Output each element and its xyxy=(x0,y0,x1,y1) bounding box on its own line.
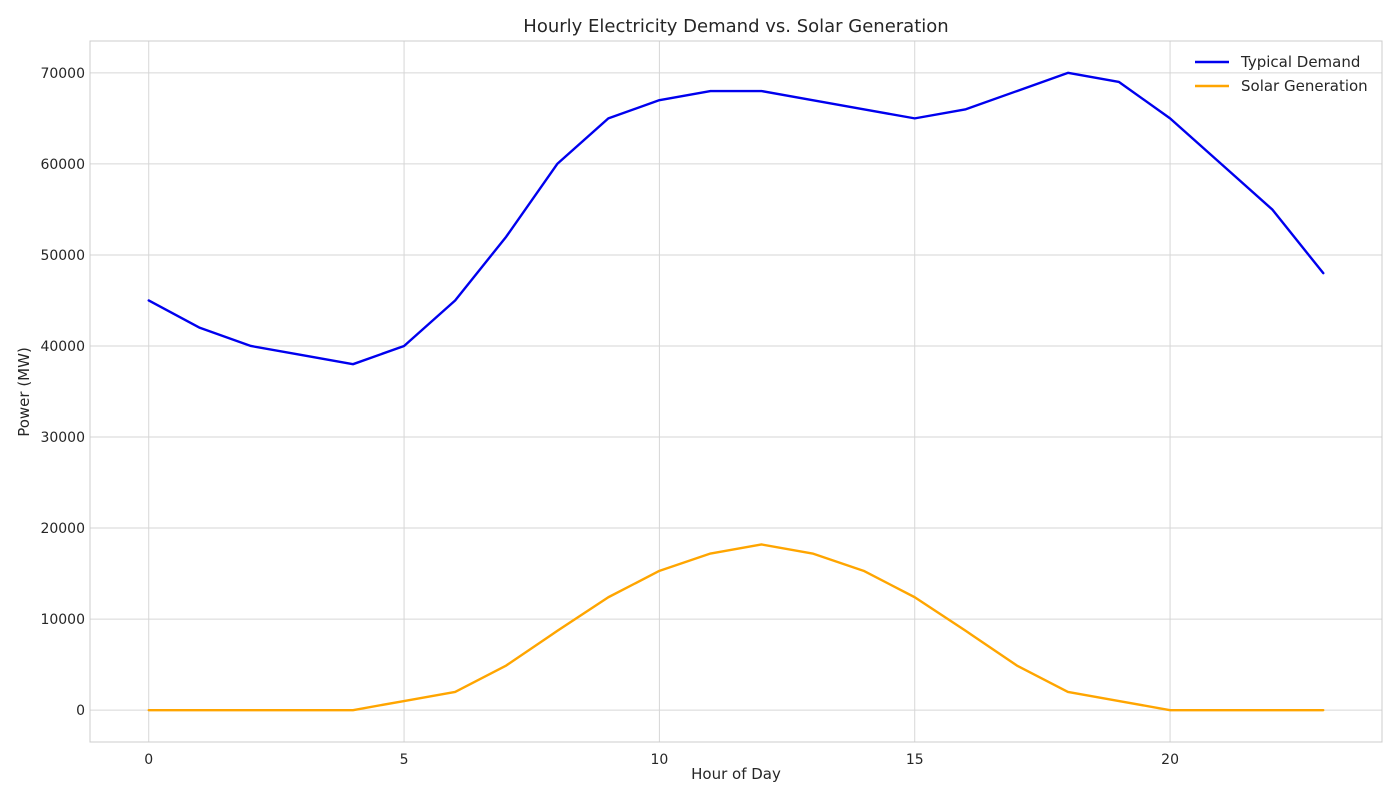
series-line-solar-generation xyxy=(147,543,1325,712)
plot-area-frame xyxy=(89,40,1383,743)
grid xyxy=(90,41,1382,742)
y-tick-label: 50000 xyxy=(40,248,85,264)
y-axis-label: Power (MW) xyxy=(15,347,33,437)
x-tick-label: 10 xyxy=(650,752,668,768)
x-tick-label: 0 xyxy=(144,752,153,768)
y-tick-label: 10000 xyxy=(40,612,85,628)
x-tick-label: 15 xyxy=(906,752,924,768)
y-tick-label: 0 xyxy=(76,703,85,719)
legend-label: Typical Demand xyxy=(1240,53,1360,71)
y-tick-label: 40000 xyxy=(40,339,85,355)
series-line-typical-demand xyxy=(147,71,1325,366)
y-tick-label: 70000 xyxy=(40,66,85,82)
series-lines xyxy=(147,71,1325,712)
legend-label: Solar Generation xyxy=(1241,77,1368,95)
y-tick-label: 60000 xyxy=(40,157,85,173)
x-tick-label: 5 xyxy=(400,752,409,768)
y-tick-label: 20000 xyxy=(40,521,85,537)
x-axis-label: Hour of Day xyxy=(691,765,781,783)
legend: Typical Demand Solar Generation xyxy=(1195,53,1368,95)
tick-labels: 0 5 10 15 20 0 10000 20000 30000 40000 50000 60000 7… xyxy=(40,66,1179,768)
y-tick-label: 30000 xyxy=(40,430,85,446)
x-tick-label: 20 xyxy=(1161,752,1179,768)
chart-title: Hourly Electricity Demand vs. Solar Gene… xyxy=(523,16,948,37)
